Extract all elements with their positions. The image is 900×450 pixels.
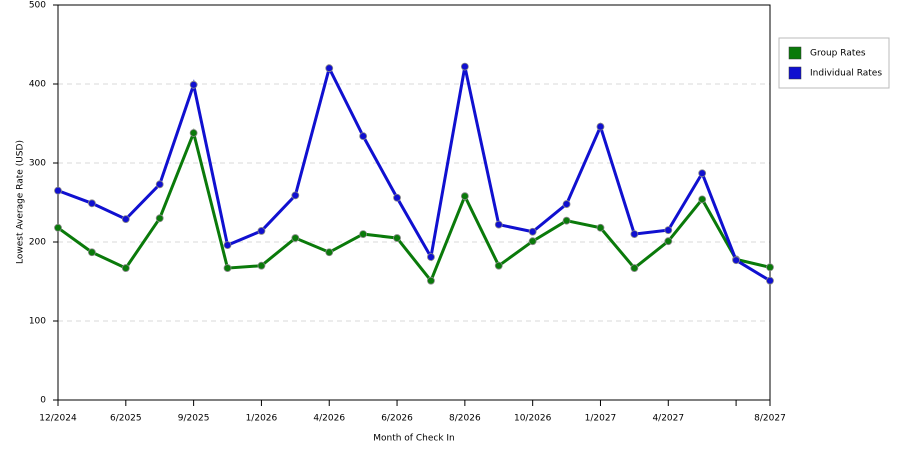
data-point — [325, 248, 334, 257]
data-point — [54, 186, 62, 195]
data-point — [54, 223, 62, 232]
data-point — [393, 193, 401, 202]
data-point — [698, 195, 707, 204]
data-point — [427, 253, 435, 261]
data-point — [223, 241, 232, 250]
data-point — [460, 62, 469, 71]
x-tick-label: 9/2025 — [178, 414, 210, 424]
x-tick-label: 1/2026 — [246, 414, 278, 424]
data-point — [155, 180, 164, 189]
y-tick-label: 400 — [29, 80, 46, 90]
data-point — [494, 220, 503, 229]
data-point — [528, 227, 537, 236]
data-point — [664, 237, 673, 246]
y-tick-label: 300 — [29, 159, 46, 169]
y-tick-label: 0 — [40, 396, 46, 406]
data-point — [460, 192, 469, 201]
legend-swatch — [788, 66, 802, 80]
legend-swatch — [788, 46, 802, 60]
data-point — [596, 122, 605, 131]
data-point — [766, 263, 774, 272]
data-point — [325, 64, 334, 73]
data-point — [766, 276, 774, 285]
data-point — [732, 256, 740, 265]
x-tick-label: 4/2026 — [313, 414, 345, 424]
series-line — [57, 63, 771, 282]
data-point — [121, 264, 130, 272]
data-point — [291, 191, 300, 200]
plot-frame — [57, 4, 771, 401]
y-tick-label: 200 — [29, 238, 46, 248]
data-point — [88, 248, 96, 257]
data-point — [664, 226, 673, 235]
legend-label: Group Rates — [810, 49, 866, 59]
y-tick-label: 100 — [29, 317, 46, 327]
data-point — [393, 234, 401, 242]
data-point — [121, 215, 130, 223]
data-point — [257, 227, 266, 235]
series-line — [57, 128, 771, 284]
data-point — [189, 80, 198, 89]
data-point — [562, 216, 571, 225]
data-point — [257, 261, 266, 270]
data-point — [630, 230, 639, 239]
data-point — [359, 132, 368, 141]
y-tick-label: 500 — [29, 1, 46, 11]
x-tick-label: 12/2024 — [39, 414, 77, 424]
data-point — [223, 264, 232, 272]
data-point — [528, 237, 537, 246]
data-point — [155, 214, 164, 223]
data-point — [291, 234, 300, 242]
data-point — [427, 276, 435, 285]
y-axis-label: Lowest Average Rate (USD) — [16, 140, 26, 264]
legend-label: Individual Rates — [810, 69, 882, 79]
x-tick-label: 8/2027 — [754, 414, 786, 424]
data-point — [630, 264, 639, 272]
data-point — [359, 230, 368, 239]
x-tick-label: 8/2026 — [449, 414, 481, 424]
x-tick-label: 4/2027 — [652, 414, 684, 424]
data-point — [596, 223, 605, 232]
x-tick-label: 6/2026 — [381, 414, 413, 424]
data-point — [698, 169, 707, 178]
data-point — [494, 261, 503, 270]
x-tick-label: 1/2027 — [585, 414, 617, 424]
data-point — [88, 199, 96, 208]
data-point — [189, 129, 198, 137]
x-axis-label: Month of Check In — [373, 434, 455, 444]
legend-box — [778, 37, 890, 89]
x-tick-label: 10/2026 — [514, 414, 552, 424]
x-tick-label: 6/2025 — [110, 414, 142, 424]
data-point — [562, 200, 571, 208]
